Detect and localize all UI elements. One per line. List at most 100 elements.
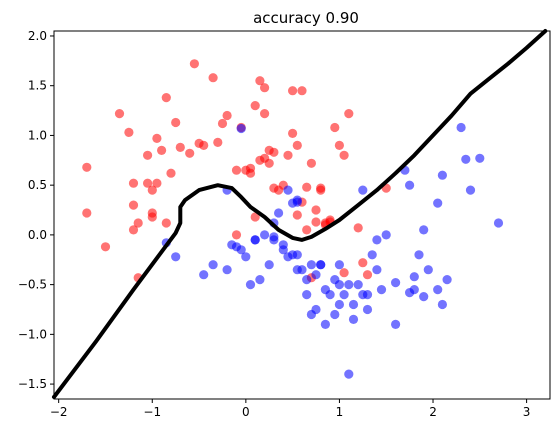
data-point-series-0 [344,109,354,119]
data-point-series-0 [288,86,298,96]
data-point-series-0 [217,118,228,129]
data-point-series-1 [311,304,321,315]
data-point-series-0 [311,217,321,227]
data-point-series-0 [311,205,321,215]
data-point-series-1 [222,265,232,275]
data-point-series-0 [166,168,176,178]
data-point-series-0 [231,165,242,175]
data-point-series-1 [236,245,246,255]
data-point-series-0 [143,178,153,188]
data-point-series-0 [260,153,270,163]
x-tick-label: 3 [523,405,531,419]
data-point-series-1 [367,250,377,260]
data-point-series-0 [269,147,279,157]
decision-boundary-line [52,29,548,399]
data-point-series-0 [292,140,302,150]
data-point-series-0 [353,223,363,233]
data-point-series-0 [222,110,232,121]
data-point-series-1 [409,272,419,282]
data-point-series-1 [227,240,237,250]
data-point-series-0 [358,258,368,268]
points-layer [82,59,504,379]
data-point-series-0 [128,178,139,188]
data-point-series-1 [405,288,415,298]
data-point-series-1 [199,270,209,280]
data-point-series-1 [260,230,270,240]
data-point-series-1 [283,252,293,262]
x-tick-label: 0 [242,405,250,419]
data-point-series-0 [208,73,218,83]
data-point-series-0 [152,133,162,143]
data-point-series-1 [475,153,485,163]
data-point-series-1 [330,309,340,320]
data-point-series-1 [264,260,274,270]
data-point-series-1 [292,265,302,275]
data-point-series-1 [320,319,330,329]
data-point-series-0 [250,101,260,111]
data-point-series-1 [302,275,312,285]
data-point-series-0 [339,268,349,278]
data-point-series-1 [362,290,373,300]
data-point-series-0 [297,86,307,96]
y-tick-label: 0.5 [28,178,47,192]
data-point-series-0 [292,210,302,220]
y-tick-label: 1.5 [28,79,47,93]
data-point-series-1 [316,260,326,270]
data-point-series-1 [391,319,401,329]
data-point-series-1 [288,198,298,208]
data-point-series-0 [306,158,316,168]
data-point-series-1 [437,299,447,310]
plot-frame [53,30,551,400]
data-point-series-1 [381,230,391,240]
data-point-series-0 [82,162,92,172]
data-point-series-1 [461,154,471,164]
data-point-series-1 [348,314,359,324]
data-point-series-0 [133,218,143,228]
data-point-series-1 [241,252,251,262]
data-point-series-1 [245,280,256,290]
data-point-series-1 [376,285,387,295]
data-point-series-1 [419,225,429,235]
data-point-series-1 [255,275,265,285]
data-point-series-0 [114,109,125,119]
data-point-series-1 [339,290,349,300]
data-point-series-0 [147,185,157,195]
data-point-series-0 [152,178,162,188]
data-point-series-0 [231,230,242,240]
data-point-series-0 [302,225,312,235]
data-point-series-1 [358,185,368,195]
data-point-series-1 [414,250,424,260]
data-point-series-1 [208,260,218,270]
data-point-series-1 [306,260,316,270]
data-point-series-1 [348,299,359,310]
data-point-series-0 [250,212,260,222]
data-point-series-1 [433,198,443,208]
data-point-series-0 [128,200,139,210]
data-point-series-0 [157,145,167,155]
data-point-series-0 [260,109,270,119]
x-tick-label: 1 [336,405,344,419]
y-tick-label: 2.0 [28,29,47,43]
y-tick-label: −1.5 [18,377,47,391]
data-point-series-1 [278,240,288,250]
chart-title: accuracy 0.90 [253,9,359,27]
data-point-series-1 [171,252,181,262]
data-point-series-0 [255,76,265,86]
y-tick-label: −0.5 [18,278,47,292]
data-point-series-1 [391,278,401,288]
data-point-series-1 [493,218,504,228]
data-point-series-1 [372,265,382,275]
data-point-series-1 [465,185,476,195]
data-point-series-0 [161,93,171,103]
data-point-series-1 [274,208,284,218]
data-point-series-0 [175,142,185,152]
data-point-series-1 [344,369,354,379]
data-point-series-0 [339,150,349,160]
data-point-series-1 [302,290,312,300]
data-point-series-1 [320,285,330,295]
data-point-series-1 [334,280,344,290]
data-point-series-0 [330,122,340,133]
data-point-series-1 [442,275,452,285]
data-point-series-0 [100,242,111,252]
